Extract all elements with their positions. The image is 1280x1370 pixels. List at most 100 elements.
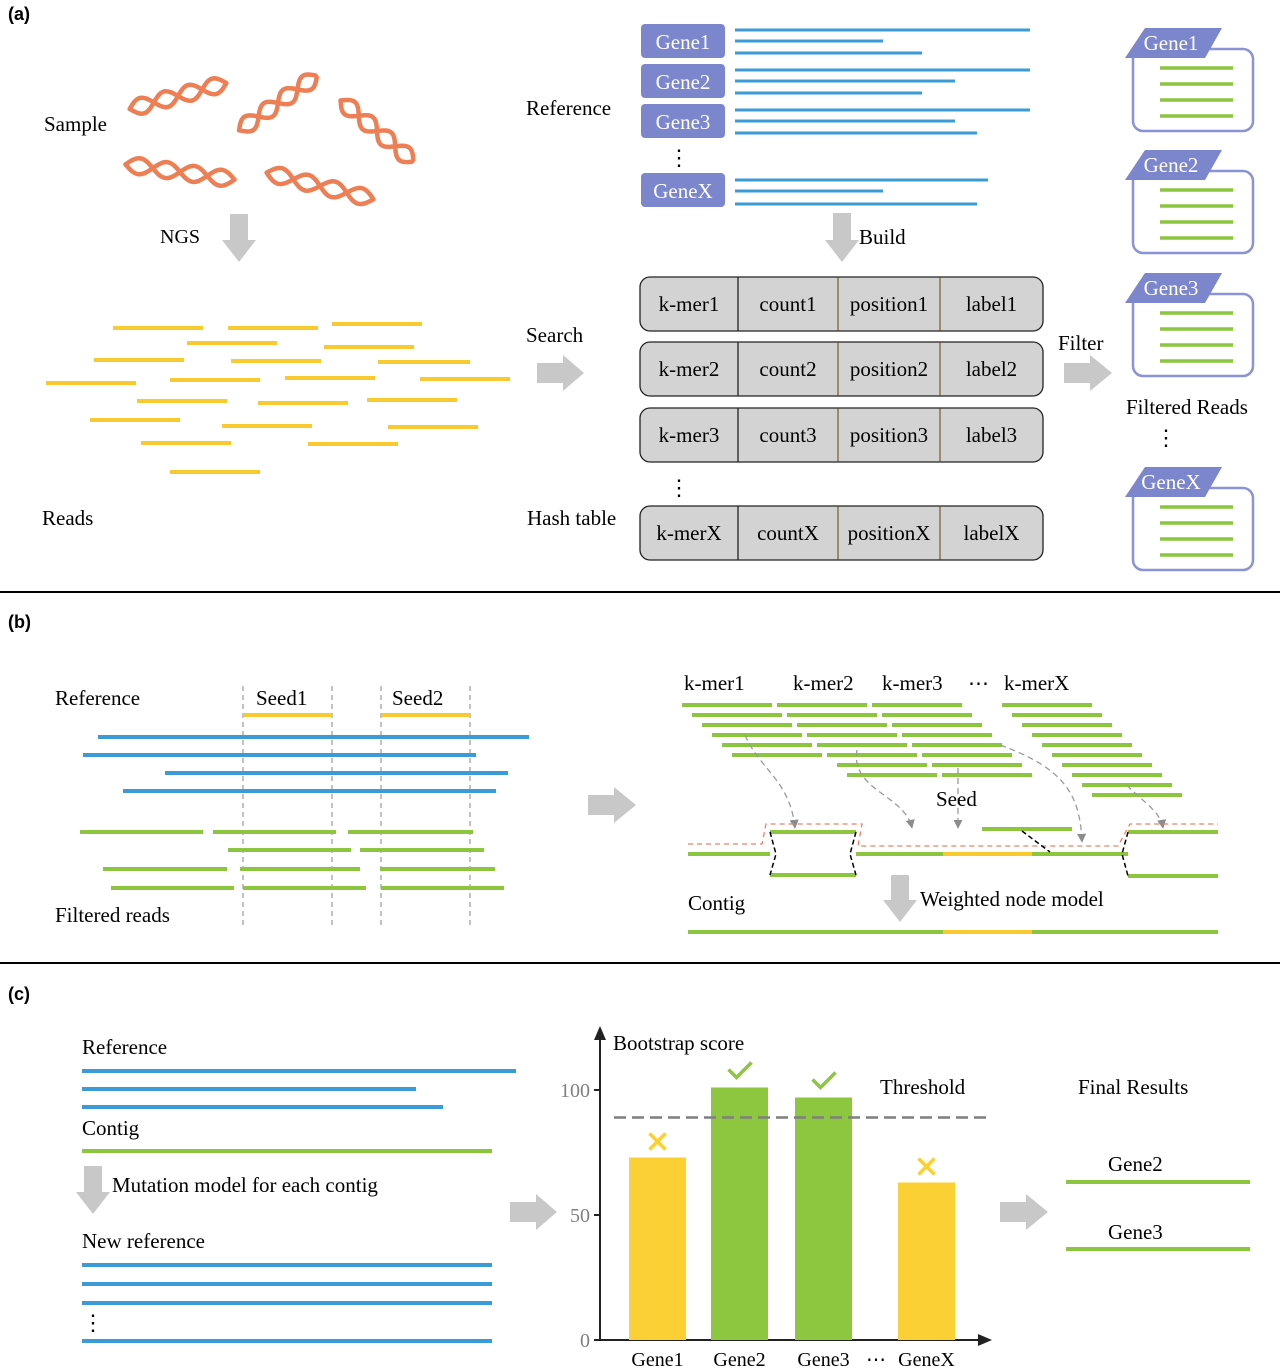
reads-label: Reads — [42, 506, 93, 530]
newref-ellipsis: ⋮ — [82, 1310, 104, 1335]
kmer3-label: k-mer3 — [882, 671, 943, 695]
reference-gene-box — [641, 173, 725, 207]
hash-cell: count1 — [759, 292, 816, 316]
folder-ellipsis: ⋮ — [1155, 425, 1177, 450]
reference-gene-box — [641, 104, 725, 138]
reference-gene-label: Gene2 — [656, 70, 711, 94]
x-tick-label: Gene1 — [631, 1349, 683, 1370]
seed2-label: Seed2 — [392, 686, 443, 710]
panel-c-arrow-1 — [510, 1194, 557, 1230]
contig-label-c: Contig — [82, 1116, 140, 1140]
mutation-label: Mutation model for each contig — [112, 1173, 378, 1197]
dna-helix — [127, 76, 229, 116]
hash-row: k-mer3 count3 position3 label3 — [639, 407, 1044, 463]
chart-title: Bootstrap score — [613, 1031, 744, 1055]
final-gene2-label: Gene2 — [1108, 1152, 1163, 1176]
hash-cell: label1 — [966, 292, 1017, 316]
filtered-read-folders: Gene1 Gene2 Gene3 GeneX — [1125, 28, 1255, 572]
kmer1-label: k-mer1 — [684, 671, 745, 695]
dna-helix — [264, 165, 376, 207]
dna-strands — [123, 72, 416, 207]
check-icon — [727, 1061, 753, 1080]
folder-gene-label: GeneX — [1141, 470, 1200, 494]
hash-cell: label3 — [966, 423, 1017, 447]
contig-label-b: Contig — [688, 891, 746, 915]
x-axis-arrowhead — [978, 1334, 992, 1346]
dna-helix — [236, 72, 319, 134]
ngs-arrow — [222, 214, 256, 262]
hash-cell: position1 — [850, 292, 928, 316]
kmer-ellipsis: ⋯ — [968, 671, 989, 695]
reference-gene-label: GeneX — [653, 179, 712, 203]
folder-gene-label: Gene3 — [1144, 276, 1199, 300]
weighted-node-label: Weighted node model — [920, 887, 1104, 911]
x-tick-label: Gene3 — [797, 1349, 849, 1370]
panel-b-filtered-read-lines — [80, 830, 504, 890]
x-gap-ellipsis: ⋯ — [866, 1349, 886, 1370]
folder-gene-label: Gene2 — [1144, 153, 1199, 177]
hash-cell: positionX — [848, 521, 931, 545]
panel-c-arrow-2 — [1000, 1194, 1048, 1230]
panel-b-arrow — [588, 787, 636, 823]
bar-gene3 — [795, 1097, 852, 1340]
kmer-stacks — [682, 703, 1182, 797]
check-icon — [811, 1071, 837, 1090]
hash-cell: k-mer2 — [659, 357, 720, 381]
kmerX-label: k-merX — [1004, 671, 1069, 695]
filtered-gene-folder: GeneX — [1125, 467, 1255, 572]
hash-cell: k-mer1 — [659, 292, 720, 316]
filtered-gene-folder: Gene3 — [1125, 273, 1255, 378]
hash-ellipsis: ⋮ — [668, 475, 690, 500]
final-gene3-label: Gene3 — [1108, 1220, 1163, 1244]
search-arrow — [537, 355, 584, 391]
sequencing-reads — [46, 322, 510, 474]
filtered-reads-label-b: Filtered reads — [55, 903, 170, 927]
x-tick-label: GeneX — [898, 1349, 955, 1370]
folder-gene-label: Gene1 — [1144, 31, 1199, 55]
y-tick-label: 50 — [570, 1205, 590, 1227]
hash-cell: label2 — [966, 357, 1017, 381]
build-arrow — [825, 213, 859, 262]
final-results-label: Final Results — [1078, 1075, 1188, 1099]
hash-cell: k-mer3 — [659, 423, 720, 447]
hash-cell: countX — [757, 521, 819, 545]
reference-gene-label: Gene1 — [656, 30, 711, 54]
new-reference-label: New reference — [82, 1229, 205, 1253]
bar-gene2 — [711, 1087, 768, 1340]
cross-icon — [917, 1157, 936, 1176]
assembly-graph — [688, 823, 1218, 878]
y-tick-label: 0 — [580, 1330, 590, 1352]
hash-cell: labelX — [964, 521, 1020, 545]
hash-cell: count3 — [759, 423, 816, 447]
build-label: Build — [859, 225, 906, 249]
threshold-label: Threshold — [880, 1075, 966, 1099]
reference-genes: Gene1 Gene2 Gene3 GeneX — [641, 24, 1030, 207]
dna-helix — [123, 155, 237, 189]
reference-gene-label: Gene3 — [656, 110, 711, 134]
filtered-gene-folder: Gene2 — [1125, 150, 1255, 255]
panel-c-label: (c) — [8, 984, 30, 1004]
panel-a-label: (a) — [8, 4, 30, 24]
hash-row: k-mer1 count1 position1 label1 — [639, 276, 1044, 332]
cross-icon — [648, 1132, 667, 1151]
kmer2-label: k-mer2 — [793, 671, 854, 695]
hash-cell: position3 — [850, 423, 928, 447]
hash-table-label: Hash table — [527, 506, 616, 530]
kmer-mapping-arrows — [744, 734, 1167, 843]
reference-label-b: Reference — [55, 686, 140, 710]
ref-ellipsis: ⋮ — [668, 145, 690, 170]
mutation-arrow — [76, 1166, 110, 1214]
bar-genex — [898, 1182, 955, 1340]
y-ticks: 0 50 100 — [560, 1080, 600, 1352]
weighted-node-arrow — [883, 875, 917, 922]
ngs-label: NGS — [160, 226, 200, 248]
dna-helix — [338, 97, 416, 165]
bar-gene1 — [629, 1157, 686, 1340]
panel-b-reference-lines — [83, 735, 529, 793]
panel-b-label: (b) — [8, 612, 31, 632]
reference-label-c: Reference — [82, 1035, 167, 1059]
filtered-gene-folder: Gene1 — [1125, 28, 1255, 133]
x-tick-label: Gene2 — [713, 1349, 765, 1370]
